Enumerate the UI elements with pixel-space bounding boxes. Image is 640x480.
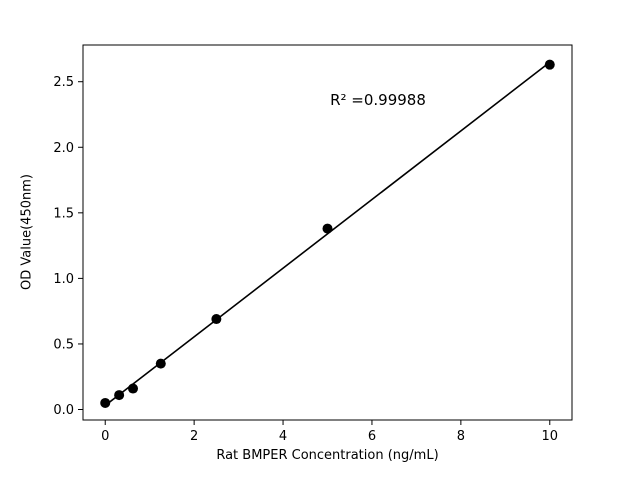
y-tick-label: 1.5 <box>53 206 74 221</box>
y-tick-label: 0.5 <box>53 337 74 352</box>
x-tick-label: 8 <box>457 429 465 444</box>
x-tick-label: 0 <box>101 429 109 444</box>
data-point <box>114 390 125 401</box>
x-tick-label: 6 <box>368 429 376 444</box>
data-point <box>322 223 333 234</box>
y-tick-label: 0.0 <box>53 403 74 418</box>
y-tick-label: 2.5 <box>53 75 74 90</box>
y-axis-label: OD Value(450nm) <box>19 174 35 290</box>
y-tick-label: 2.0 <box>53 141 74 156</box>
y-tick-label: 1.0 <box>53 272 74 287</box>
data-point <box>100 397 111 408</box>
data-point <box>128 383 139 394</box>
fit-line <box>104 61 551 407</box>
x-axis-label: Rat BMPER Concentration (ng/mL) <box>216 448 439 463</box>
r-squared-annotation: R² =0.99988 <box>330 91 426 109</box>
data-point <box>544 59 555 70</box>
data-point <box>155 358 166 369</box>
x-tick-label: 4 <box>279 429 287 444</box>
x-tick-label: 2 <box>190 429 198 444</box>
x-tick-label: 10 <box>541 429 558 444</box>
plot-border <box>82 44 573 421</box>
data-point <box>211 314 222 325</box>
